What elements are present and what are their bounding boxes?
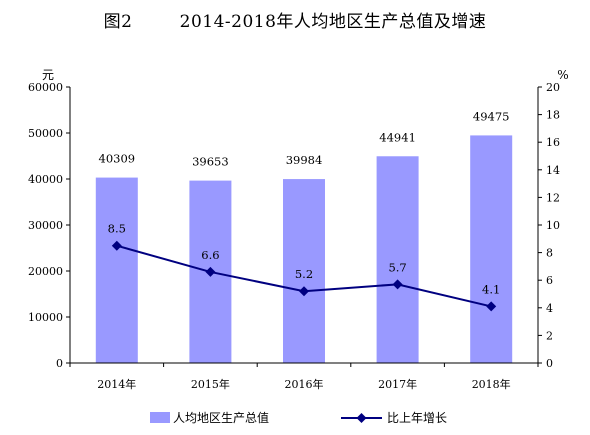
y-right-unit: %: [557, 68, 568, 82]
bar-value-label: 40309: [99, 152, 136, 166]
y-right-tick-label: 20: [546, 81, 560, 94]
y-right-tick-label: 6: [546, 274, 553, 287]
y-right-tick-label: 4: [546, 302, 553, 315]
bar-value-label: 39653: [192, 155, 229, 169]
y-right-tick-label: 12: [546, 191, 560, 204]
bar-value-label: 39984: [286, 153, 323, 167]
y-left-unit: 元: [42, 68, 54, 82]
bar: [470, 135, 513, 363]
x-tick-label: 2015年: [191, 377, 230, 391]
growth-value-label: 8.5: [108, 222, 126, 236]
growth-point: [205, 266, 216, 277]
y-right-tick-label: 0: [546, 357, 553, 370]
y-right-tick-label: 8: [546, 247, 553, 260]
growth-value-label: 5.2: [295, 267, 313, 281]
growth-point: [111, 240, 122, 251]
growth-point: [486, 301, 497, 312]
x-tick-label: 2018年: [472, 377, 511, 391]
growth-value-label: 6.6: [201, 248, 219, 262]
legend-label-bar: 人均地区生产总值: [173, 410, 269, 425]
legend: 人均地区生产总值 比上年增长: [150, 410, 447, 425]
bar-value-label: 44941: [379, 130, 416, 144]
y-right-tick-label: 2: [546, 329, 553, 342]
y-left-tick-label: 20000: [28, 265, 63, 278]
y-right-tick-label: 18: [546, 109, 560, 122]
y-left-tick-label: 60000: [28, 81, 63, 94]
legend-label-line: 比上年增长: [387, 411, 447, 425]
y-left-tick-label: 40000: [28, 173, 63, 186]
y-left-tick-label: 0: [56, 357, 63, 370]
bars-layer: [95, 135, 513, 363]
y-left-tick-label: 50000: [28, 127, 63, 140]
x-tick-label: 2014年: [97, 377, 136, 391]
bar-value-label: 49475: [473, 109, 510, 123]
growth-point: [392, 279, 403, 290]
bar: [283, 179, 325, 363]
labels-layer: 40309 39653 39984 44941 49475 8.5 6.6 5.2 5.7 4.1: [99, 109, 510, 296]
legend-swatch-marker: [356, 413, 367, 423]
x-tick-label: 2017年: [378, 377, 417, 391]
y-left-tick-label: 30000: [28, 219, 63, 232]
axes-layer: 0 10000 20000 30000 40000 50000 60000 0 2 4 6 8 10 12…: [28, 68, 569, 391]
bar: [95, 177, 138, 363]
growth-value-label: 5.7: [388, 260, 406, 274]
growth-point: [299, 286, 309, 297]
y-right-tick-label: 16: [546, 136, 560, 149]
y-right-tick-label: 10: [546, 219, 560, 232]
growth-value-label: 4.1: [482, 282, 500, 296]
y-left-tick-label: 10000: [28, 311, 63, 324]
line-layer: [111, 240, 497, 312]
legend-swatch-bar: [150, 412, 170, 423]
chart-title: 图2 2014-2018年人均地区生产总值及增速: [103, 12, 487, 32]
y-right-tick-label: 14: [546, 164, 560, 177]
bar: [376, 156, 419, 363]
x-tick-label: 2016年: [285, 377, 324, 391]
